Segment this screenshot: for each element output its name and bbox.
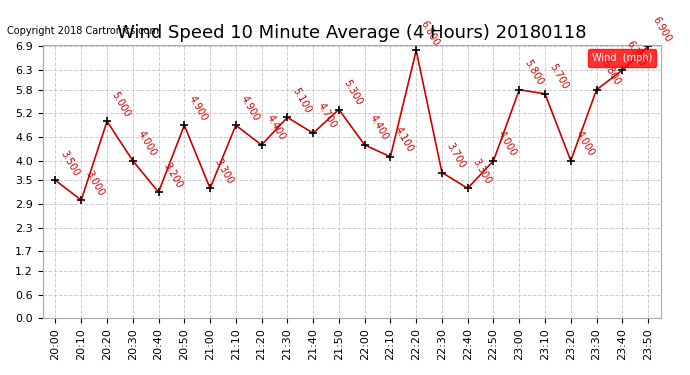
Legend: Wind  (mph): Wind (mph) xyxy=(588,50,656,67)
Text: 4.000: 4.000 xyxy=(135,129,158,158)
Text: 3.000: 3.000 xyxy=(84,168,106,197)
Text: 3.300: 3.300 xyxy=(471,157,493,186)
Text: 5.100: 5.100 xyxy=(290,86,313,115)
Text: Copyright 2018 Cartronics.com: Copyright 2018 Cartronics.com xyxy=(7,26,159,36)
Text: 4.000: 4.000 xyxy=(573,129,596,158)
Text: 5.000: 5.000 xyxy=(110,90,132,118)
Text: 4.000: 4.000 xyxy=(496,129,519,158)
Text: 4.400: 4.400 xyxy=(368,113,390,142)
Text: 6.300: 6.300 xyxy=(625,39,647,68)
Text: 6.900: 6.900 xyxy=(651,15,673,44)
Text: 3.300: 3.300 xyxy=(213,157,235,186)
Text: 5.800: 5.800 xyxy=(600,58,622,87)
Text: 3.200: 3.200 xyxy=(161,160,184,189)
Text: 3.700: 3.700 xyxy=(445,141,467,170)
Text: 5.300: 5.300 xyxy=(342,78,364,107)
Text: 5.700: 5.700 xyxy=(548,62,571,91)
Text: 4.700: 4.700 xyxy=(316,102,338,130)
Text: 4.400: 4.400 xyxy=(264,113,287,142)
Text: 6.800: 6.800 xyxy=(419,19,442,48)
Text: 4.900: 4.900 xyxy=(187,94,210,123)
Text: 4.900: 4.900 xyxy=(239,94,261,123)
Text: 5.800: 5.800 xyxy=(522,58,544,87)
Text: 4.100: 4.100 xyxy=(393,125,415,154)
Title: Wind Speed 10 Minute Average (4 Hours) 20180118: Wind Speed 10 Minute Average (4 Hours) 2… xyxy=(117,24,586,42)
Text: 3.500: 3.500 xyxy=(58,149,81,178)
